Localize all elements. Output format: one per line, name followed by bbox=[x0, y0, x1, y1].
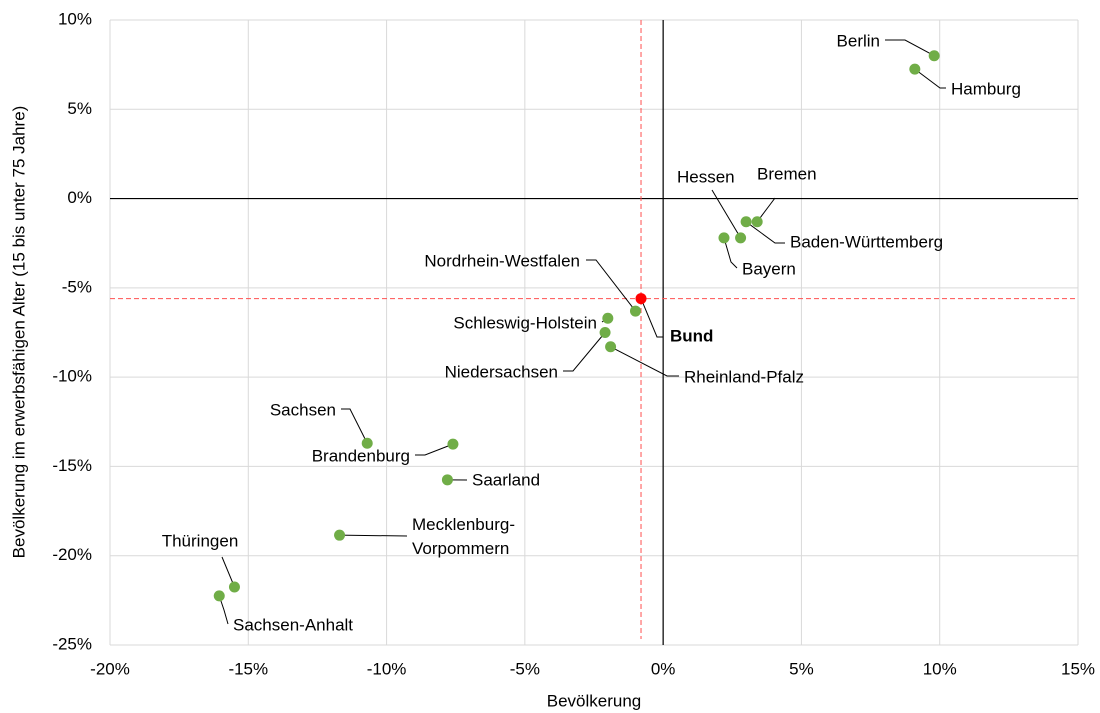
x-tick-label: 5% bbox=[789, 659, 814, 678]
y-tick-label: -5% bbox=[62, 277, 92, 296]
y-tick-label: -15% bbox=[52, 456, 92, 475]
x-axis-label: Bevölkerung bbox=[547, 691, 642, 710]
point bbox=[751, 216, 763, 228]
x-tick-label: -10% bbox=[367, 659, 407, 678]
data-label: Niedersachsen bbox=[445, 362, 558, 381]
data-label: Saarland bbox=[472, 470, 540, 489]
point bbox=[599, 327, 611, 338]
data-label: Sachsen bbox=[270, 400, 336, 419]
point bbox=[909, 63, 921, 75]
data-label: Bund bbox=[670, 326, 713, 345]
leader-line bbox=[339, 534, 408, 537]
data-label: Sachsen-Anhalt bbox=[233, 615, 353, 634]
data-label: Bremen bbox=[757, 164, 817, 183]
point bbox=[740, 216, 752, 228]
y-tick-label: -20% bbox=[52, 545, 92, 564]
x-tick-label: -15% bbox=[228, 659, 268, 678]
leader-line bbox=[711, 189, 742, 239]
point bbox=[735, 232, 747, 244]
data-label: Brandenburg bbox=[312, 446, 410, 465]
point bbox=[361, 437, 373, 449]
x-tick-label: -5% bbox=[510, 659, 540, 678]
y-tick-label: -10% bbox=[52, 367, 92, 386]
label-line: Vorpommern bbox=[412, 539, 509, 558]
leader-line bbox=[563, 332, 606, 372]
leader-line bbox=[586, 259, 636, 312]
data-label: Berlin bbox=[837, 31, 880, 50]
point bbox=[605, 341, 617, 353]
leader-line bbox=[341, 408, 368, 444]
point bbox=[602, 312, 614, 324]
point bbox=[228, 581, 240, 593]
y-tick-label: 10% bbox=[58, 9, 92, 28]
y-tick-label: 5% bbox=[67, 99, 92, 118]
data-label: Hamburg bbox=[951, 79, 1021, 98]
leader-line bbox=[640, 298, 663, 338]
y-axis-label: Bevölkerung im erwerbsfähigen Alter (15 … bbox=[9, 106, 28, 559]
leader-line bbox=[885, 39, 935, 57]
x-tick-label: 15% bbox=[1061, 659, 1095, 678]
data-label: Mecklenburg- Vorpommern bbox=[412, 515, 515, 558]
x-tick-label: 0% bbox=[651, 659, 676, 678]
data-label: Baden-Württemberg bbox=[790, 232, 943, 251]
leader-line bbox=[914, 68, 946, 89]
point bbox=[629, 305, 641, 317]
point bbox=[718, 232, 730, 244]
x-tick-label: -20% bbox=[90, 659, 130, 678]
leader-line bbox=[415, 443, 454, 456]
leader-line bbox=[745, 221, 785, 244]
data-label: Thüringen bbox=[162, 531, 239, 550]
data-label: Rheinland-Pfalz bbox=[684, 367, 804, 386]
grid bbox=[109, 19, 1079, 646]
point bbox=[635, 293, 647, 305]
label-line: Mecklenburg- bbox=[412, 515, 515, 534]
data-label: Nordrhein-Westfalen bbox=[424, 251, 580, 270]
data-label: Schleswig-Holstein bbox=[453, 313, 597, 332]
point bbox=[441, 474, 453, 486]
leader-line bbox=[610, 346, 679, 377]
leader-line bbox=[723, 237, 738, 269]
x-tick-label: 10% bbox=[923, 659, 957, 678]
data-label: Hessen bbox=[677, 167, 735, 186]
point bbox=[928, 50, 940, 62]
point bbox=[213, 590, 225, 602]
point bbox=[334, 529, 346, 541]
data-label: Bayern bbox=[742, 259, 796, 278]
y-tick-label: -25% bbox=[52, 634, 92, 653]
y-tick-label: 0% bbox=[67, 188, 92, 207]
point bbox=[447, 438, 459, 450]
